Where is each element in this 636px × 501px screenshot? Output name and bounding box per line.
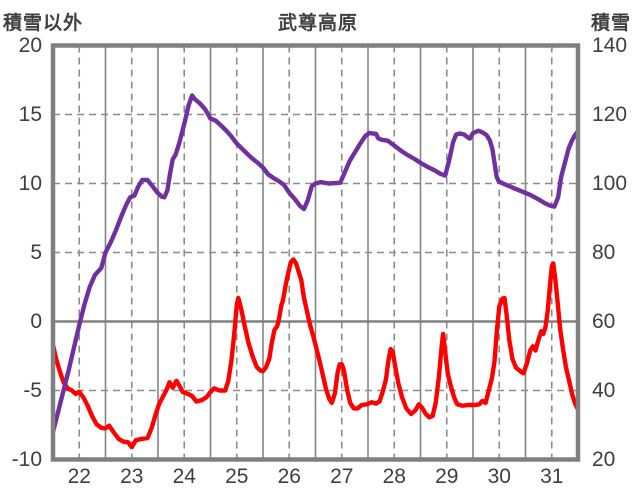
x-axis-tick-label: 31: [540, 465, 564, 488]
x-axis-tick-label: 25: [225, 465, 249, 488]
x-axis-tick-label: 26: [277, 465, 301, 488]
y-axis-left-tick-label: 15: [18, 102, 42, 126]
chart-title: 武尊高原: [277, 13, 358, 34]
x-axis-tick-label: 28: [382, 465, 406, 488]
y-axis-right-tick-label: 40: [592, 378, 616, 402]
x-axis-tick-label: 30: [487, 465, 511, 488]
y-axis-right-tick-label: 80: [592, 240, 616, 264]
y-axis-right-tick-label: 120: [592, 102, 628, 126]
x-axis-tick-label: 29: [435, 465, 459, 488]
x-axis-tick-label: 23: [120, 465, 144, 488]
y-axis-left-tick-label: 10: [18, 171, 42, 195]
right-axis-title: 積雪: [590, 13, 631, 34]
x-axis-tick-label: 22: [67, 465, 91, 488]
y-axis-right-tick-label: 140: [592, 33, 628, 57]
plot-border: [50, 43, 581, 462]
y-axis-right-tick-label: 20: [592, 447, 616, 471]
y-axis-left-tick-label: 20: [18, 33, 42, 57]
y-axis-right-tick-label: 100: [592, 171, 628, 195]
x-axis-tick-label: 27: [330, 465, 354, 488]
left-axis-title: 積雪以外: [3, 13, 84, 34]
y-axis-left-tick-label: 5: [30, 240, 42, 264]
x-axis-tick-label: 24: [172, 465, 196, 488]
y-axis-left-tick-label: -5: [23, 378, 42, 402]
series-line-積雪以外: [50, 257, 580, 450]
series-line-積雪: [50, 93, 580, 435]
y-axis-left-tick-label: 0: [30, 309, 42, 333]
y-axis-right-tick-label: 60: [592, 309, 616, 333]
y-axis-left-tick-label: -10: [11, 447, 42, 471]
